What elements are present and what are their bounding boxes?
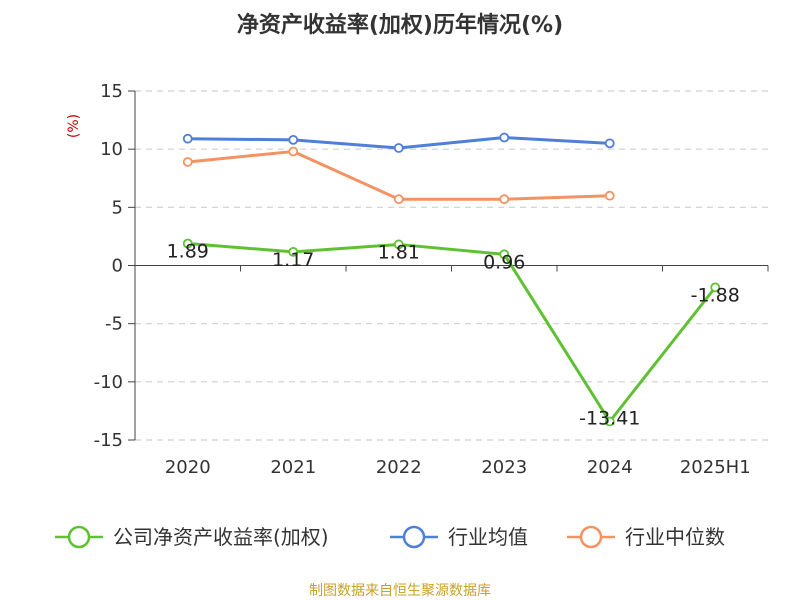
legend-label: 公司净资产收益率(加权): [113, 525, 329, 549]
y-tick-label: -5: [105, 314, 123, 335]
axis-layer: 15 10 5 0 -5 -10 -15 2020 2021 2022 2023 2024 2025H1: [94, 81, 769, 478]
x-tick-label: 2022: [376, 457, 422, 478]
series-layer: [182, 132, 721, 427]
source-note: 制图数据来自恒生聚源数据库: [309, 583, 491, 599]
data-point: [499, 249, 510, 260]
data-point: [288, 134, 299, 145]
data-label: -13.41: [579, 408, 640, 430]
legend-label: 行业中位数: [625, 525, 725, 549]
legend: 公司净资产收益率(加权) 行业均值 行业中位数: [55, 525, 725, 549]
data-point: [710, 282, 721, 293]
x-tick-label: 2020: [165, 457, 211, 478]
y-axis-unit: (%): [66, 114, 82, 138]
series-line: [187, 242, 717, 424]
data-label: 1.81: [378, 241, 420, 263]
data-point: [393, 143, 404, 153]
data-point: [604, 190, 615, 201]
x-tick-label: 2021: [270, 457, 316, 478]
x-tick-label: 2024: [587, 457, 633, 478]
data-point: [288, 246, 299, 257]
legend-swatch-marker: [402, 525, 426, 549]
legend-swatch-marker: [579, 525, 603, 549]
data-label: 1.17: [272, 249, 314, 271]
data-point: [499, 132, 510, 143]
x-tick-label: 2025H1: [680, 457, 751, 478]
y-tick-label: 15: [100, 81, 123, 102]
data-point: [604, 138, 615, 149]
y-tick-label: 5: [112, 197, 123, 218]
y-tick-label: 10: [100, 139, 123, 160]
y-tick-label: -15: [94, 430, 123, 451]
chart-title: 净资产收益率(加权)历年情况(%): [237, 12, 563, 38]
data-point: [393, 194, 404, 205]
data-label: 0.96: [483, 251, 525, 273]
data-label: 1.89: [167, 241, 209, 263]
data-point: [288, 146, 299, 157]
data-point: [182, 157, 193, 167]
x-tick-label: 2023: [481, 457, 527, 478]
data-label: -1.88: [691, 284, 740, 306]
legend-label: 行业均值: [448, 525, 528, 549]
data-point: [182, 238, 193, 249]
data-point: [604, 416, 615, 427]
series-line: [187, 149, 610, 201]
y-tick-label: 0: [112, 256, 123, 277]
data-point: [499, 194, 510, 205]
data-point: [393, 239, 404, 250]
y-tick-label: -10: [94, 372, 123, 393]
data-label-layer: 1.89 1.17 1.81 0.96 -13.41 -1.88: [167, 241, 740, 430]
data-point: [182, 133, 193, 144]
legend-swatch-marker: [67, 525, 91, 549]
